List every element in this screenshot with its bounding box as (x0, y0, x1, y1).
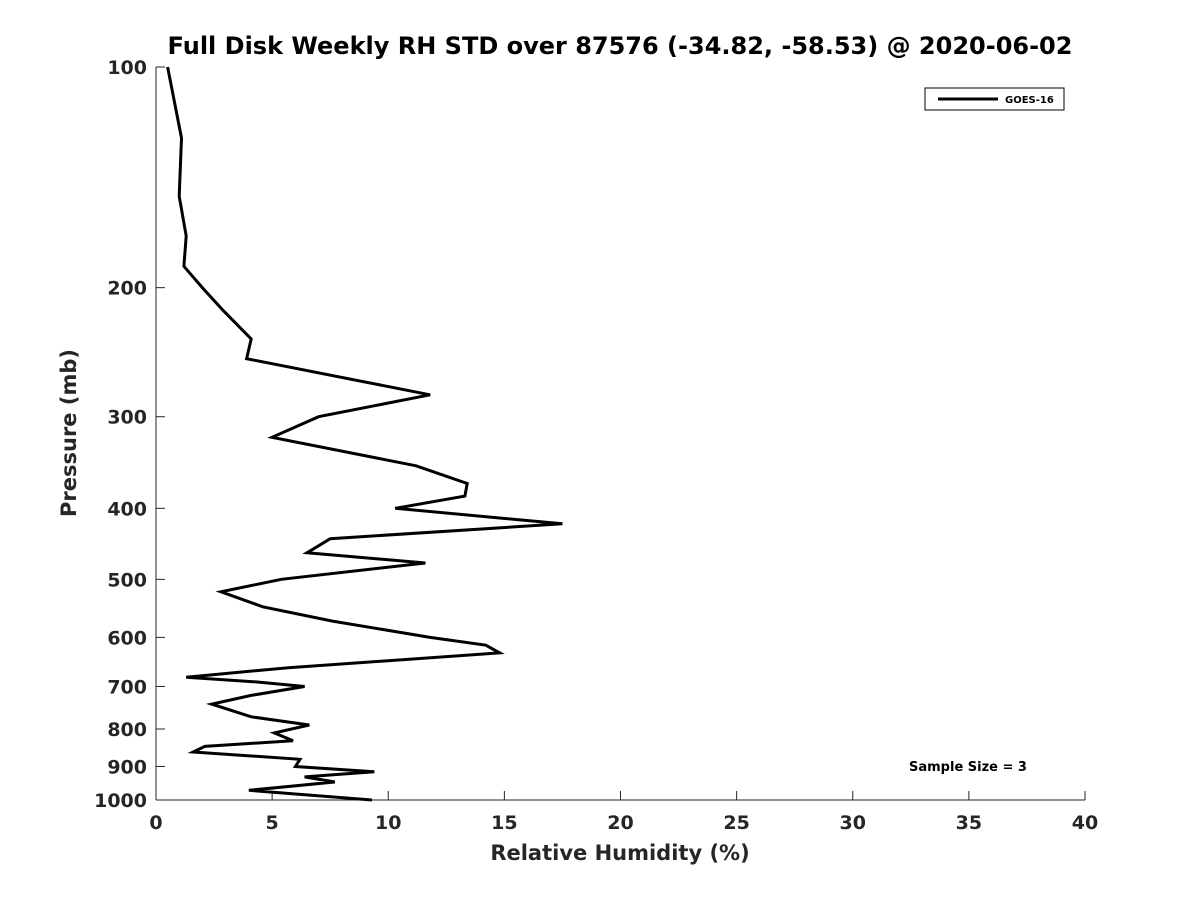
x-tick-label: 15 (491, 812, 517, 834)
series-layer (166, 66, 563, 802)
legend-entry-label: GOES-16 (1005, 95, 1054, 106)
y-tick-label: 1000 (94, 790, 147, 812)
y-axis-label: Pressure (mb) (57, 349, 81, 517)
x-axis: 0 5 10 15 20 25 30 35 40 (149, 791, 1098, 834)
plot-area (156, 67, 1085, 800)
y-tick-label: 300 (107, 407, 147, 429)
x-tick-label: 0 (149, 812, 162, 834)
series-line-goes-16 (166, 66, 563, 802)
x-tick-label: 20 (607, 812, 633, 834)
x-tick-label: 35 (956, 812, 982, 834)
y-tick-label: 900 (107, 756, 147, 778)
sample-size-annotation: Sample Size = 3 (909, 760, 1027, 775)
legend: GOES-16 (924, 87, 1065, 111)
y-tick-label: 600 (107, 627, 147, 649)
y-tick-label: 100 (107, 57, 147, 79)
x-tick-label: 10 (375, 812, 401, 834)
x-tick-label: 40 (1072, 812, 1098, 834)
y-tick-label: 800 (107, 719, 147, 741)
x-axis-label: Relative Humidity (%) (490, 841, 749, 865)
y-tick-label: 500 (107, 569, 147, 591)
x-tick-label: 5 (266, 812, 279, 834)
y-tick-label: 700 (107, 676, 147, 698)
x-tick-label: 30 (840, 812, 866, 834)
y-tick-label: 200 (107, 278, 147, 300)
y-axis: 100 200 300 400 500 600 700 800 900 1000 (94, 57, 165, 812)
x-tick-label: 25 (723, 812, 749, 834)
chart-title: Full Disk Weekly RH STD over 87576 (-34.… (168, 32, 1073, 60)
y-tick-label: 400 (107, 498, 147, 520)
